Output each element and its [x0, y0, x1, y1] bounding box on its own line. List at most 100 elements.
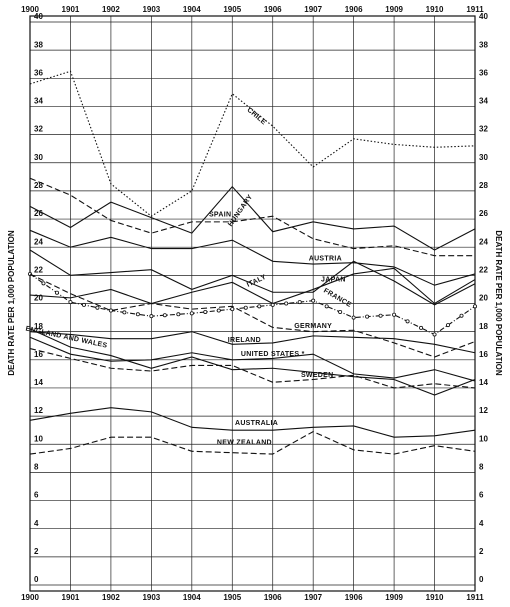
series-decoration [122, 310, 127, 315]
y2-tick-label: 2 [479, 547, 484, 556]
series-decoration [81, 302, 86, 307]
y-tick-label: 30 [34, 153, 43, 162]
x-tick-label-top: 1905 [223, 5, 241, 14]
x-tick-label-top: 1906 [264, 5, 282, 14]
series-decoration [216, 308, 221, 313]
x-tick-label: 1904 [183, 593, 201, 602]
y2-tick-label: 34 [479, 97, 488, 106]
series-decoration [284, 301, 289, 306]
y-tick-label: 4 [34, 519, 39, 528]
y-tick-label: 34 [34, 97, 43, 106]
series-label: UNITED STATES * [241, 351, 305, 358]
series-line [29, 185, 476, 251]
y-tick-label: 2 [34, 547, 39, 556]
x-tick-label: 1906 [264, 593, 282, 602]
y-tick-label: 8 [34, 463, 39, 472]
y-tick-label: 16 [34, 350, 43, 359]
y2-tick-label: 40 [479, 12, 488, 21]
y2-tick-label: 26 [479, 209, 488, 218]
series-line [29, 328, 476, 396]
series-decoration [257, 304, 262, 309]
series-label: SWEDEN [301, 372, 334, 379]
x-tick-label: 1903 [142, 593, 160, 602]
x-tick-label-top: 1903 [142, 5, 160, 14]
y2-tick-label: 12 [479, 406, 488, 415]
series-line [29, 177, 475, 257]
series-decoration [203, 309, 208, 314]
x-tick-label-top: 1907 [304, 5, 322, 14]
x-tick-label-top: 1901 [62, 5, 80, 14]
series-decoration [459, 313, 464, 318]
y2-tick-label: 4 [479, 519, 484, 528]
series-decoration [446, 323, 451, 328]
series-marker [472, 304, 477, 309]
series-line [29, 249, 476, 306]
series-decoration [162, 313, 167, 318]
y2-tick-label: 36 [479, 68, 488, 77]
x-tick-label-top: 1904 [183, 5, 201, 14]
series-line [29, 273, 476, 336]
series-decoration [405, 319, 410, 324]
y2-tick-label: 14 [479, 378, 488, 387]
y2-tick-label: 18 [479, 322, 488, 331]
y-tick-label: 0 [34, 575, 39, 584]
series-decoration [243, 305, 248, 310]
y-tick-label: 26 [34, 209, 43, 218]
y-axis-title: DEATH RATE PER 1,000 POPULATION [7, 230, 16, 376]
x-tick-label: 1905 [223, 593, 241, 602]
y-tick-label: 22 [34, 265, 43, 274]
x-tick-label: 1906 [345, 593, 363, 602]
series-decoration [95, 305, 100, 310]
series-line [29, 70, 476, 217]
series-line [29, 336, 476, 382]
x-tick-label: 1911 [466, 593, 484, 602]
y-tick-label: 40 [34, 12, 43, 21]
series-line [29, 348, 476, 389]
series-line [29, 267, 476, 305]
series-decoration [324, 304, 329, 309]
y-tick-label: 14 [34, 378, 43, 387]
y2-tick-label: 22 [479, 265, 488, 274]
x-tick-label: 1907 [304, 593, 322, 602]
y-tick-label: 28 [34, 181, 43, 190]
y-tick-label: 18 [34, 322, 43, 331]
y2-tick-label: 0 [479, 575, 484, 584]
x-tick-label-top: 1910 [426, 5, 444, 14]
series-line [29, 331, 476, 354]
series-decoration [338, 309, 343, 314]
series-line [29, 273, 476, 358]
series-marker [230, 307, 235, 312]
series-label: AUSTRIA [309, 255, 342, 262]
series-label: JAPAN [321, 276, 346, 283]
y2-tick-label: 20 [479, 294, 488, 303]
series-decoration [41, 281, 46, 286]
y2-tick-label: 28 [479, 181, 488, 190]
y2-tick-label: 32 [479, 125, 488, 134]
y-tick-label: 36 [34, 68, 43, 77]
series-label: SPAIN [209, 212, 231, 219]
series-line [29, 430, 476, 455]
series-decoration [54, 290, 59, 295]
y2-tick-label: 6 [479, 491, 484, 500]
series-decoration [297, 300, 302, 305]
y2-tick-label: 16 [479, 350, 488, 359]
series-marker [311, 298, 316, 303]
series-marker [351, 315, 356, 320]
y-tick-label: 12 [34, 406, 43, 415]
y2-tick-label: 10 [479, 434, 488, 443]
series-decoration [135, 312, 140, 317]
series-label: NEW ZEALAND [217, 440, 272, 447]
series-marker [270, 302, 275, 307]
x-tick-label-top: 1906 [345, 5, 363, 14]
x-tick-label-top: 1902 [102, 5, 120, 14]
y-tick-label: 38 [34, 40, 43, 49]
series-marker [108, 308, 113, 313]
series-line [29, 407, 476, 438]
x-tick-label-top: 1900 [21, 5, 39, 14]
x-tick-label-top: 1909 [385, 5, 403, 14]
x-tick-label: 1901 [62, 593, 80, 602]
series-label: AUSTRALIA [235, 420, 278, 427]
plot-frame [29, 15, 476, 592]
y-tick-label: 24 [34, 237, 43, 246]
